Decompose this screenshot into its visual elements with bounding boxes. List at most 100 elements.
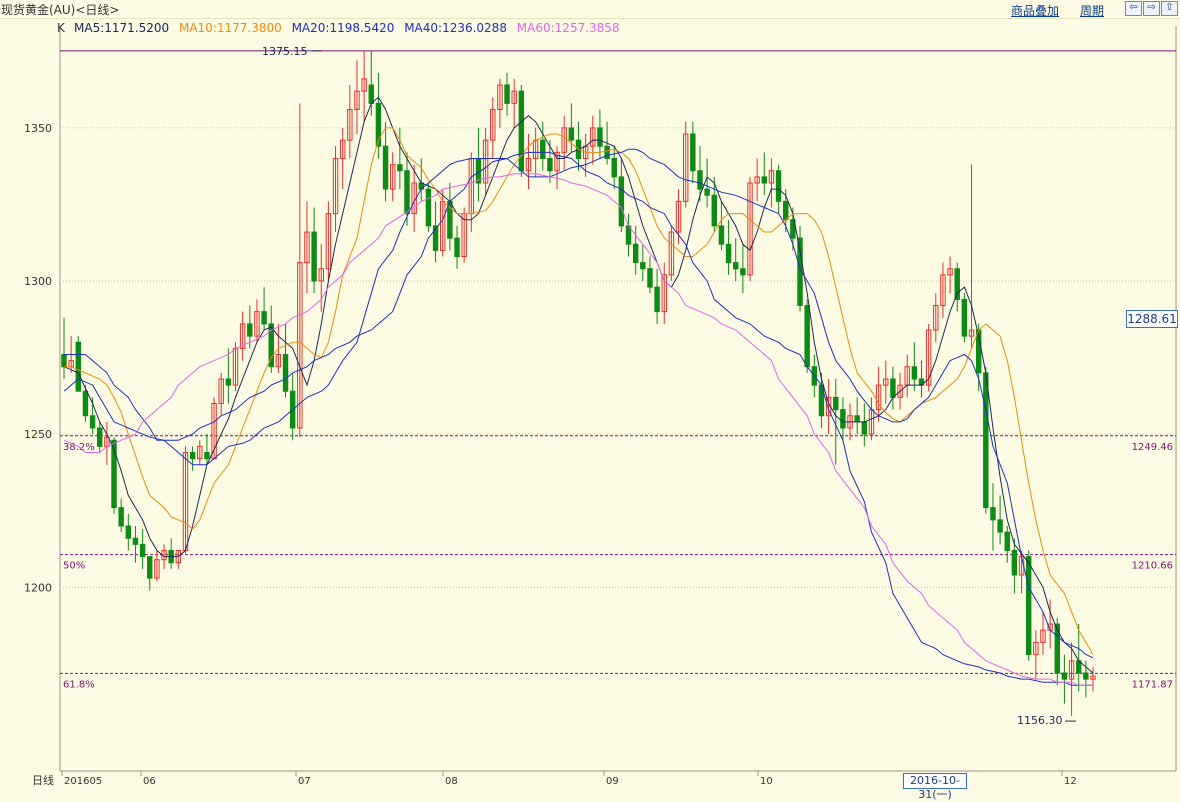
- candle-body: [490, 109, 496, 141]
- candle-body: [254, 311, 260, 337]
- candle-body: [118, 507, 124, 527]
- crosshair-price: 1288.61: [1126, 310, 1178, 328]
- fib-value-label: 1249.46: [1132, 442, 1173, 453]
- candle-body: [154, 559, 160, 579]
- x-axis-label: 日线: [32, 773, 54, 787]
- candle-body: [89, 415, 96, 429]
- candle-body: [883, 378, 889, 386]
- ma-legend: K MA5:1171.5200 MA10:1177.3800 MA20:1198…: [57, 21, 626, 35]
- period-link[interactable]: 周期: [1080, 4, 1105, 18]
- ma-line-ma10: [64, 127, 1094, 655]
- candle-body: [318, 268, 324, 282]
- candle-body: [497, 84, 503, 110]
- candle-body: [754, 176, 760, 184]
- candle-body: [690, 133, 696, 172]
- arrow-up-icon[interactable]: ⇧: [1161, 1, 1178, 16]
- ma20-label: MA20:1198.5420: [291, 21, 395, 35]
- candle-body: [775, 170, 782, 202]
- candle-body: [332, 158, 339, 215]
- y-tick-label: 1300: [24, 275, 52, 288]
- candle-body: [704, 188, 710, 196]
- candle-body: [382, 145, 389, 190]
- candle-body: [783, 200, 789, 221]
- candle-body: [1040, 629, 1046, 643]
- candle-body: [604, 145, 610, 159]
- candle-body: [668, 231, 675, 276]
- candle-body: [1061, 672, 1068, 680]
- candle-body: [804, 305, 810, 368]
- candle-body: [347, 109, 353, 141]
- candle-body: [711, 194, 717, 227]
- candle-body: [504, 84, 510, 104]
- candle-body: [189, 452, 196, 460]
- candle-body: [297, 262, 303, 429]
- arrow-right-icon[interactable]: ⇨: [1143, 1, 1160, 16]
- nav-buttons: ⇦ ⇨ ⇧: [1125, 1, 1178, 16]
- candle-body: [1004, 531, 1010, 551]
- candle-body: [611, 158, 617, 178]
- candle-body: [97, 427, 103, 447]
- candle-body: [725, 243, 732, 264]
- candle-body: [425, 188, 432, 227]
- candle-body: [968, 329, 975, 337]
- candle-body: [1068, 660, 1075, 680]
- candle-body: [790, 219, 796, 239]
- x-tick-label: 09: [606, 776, 619, 787]
- ma-line-ma40: [64, 151, 1093, 686]
- candle-body: [697, 170, 703, 190]
- ma10-label: MA10:1177.3800: [178, 21, 282, 35]
- overlay-link[interactable]: 商品叠加: [1011, 4, 1060, 18]
- candle-body: [111, 439, 117, 509]
- candle-body: [147, 556, 153, 579]
- candle-body: [661, 274, 667, 313]
- candle-body: [568, 127, 575, 141]
- candle-body: [197, 445, 203, 460]
- candle-body: [61, 354, 67, 368]
- x-tick-label: 201605: [64, 776, 102, 787]
- candle-body: [840, 409, 846, 429]
- candle-body: [647, 268, 653, 288]
- candle-body: [747, 182, 753, 276]
- candle-body: [268, 323, 274, 368]
- candle-body: [682, 133, 689, 202]
- candle-body: [1054, 623, 1060, 674]
- candle-body: [854, 415, 860, 423]
- candle-body: [1083, 672, 1089, 680]
- candle-body: [875, 384, 882, 411]
- candle-body: [518, 90, 525, 172]
- candle-body: [375, 102, 382, 147]
- candle-body: [997, 519, 1003, 533]
- x-tick-label: 12: [1064, 776, 1077, 787]
- low-annotation: 1156.30: [1017, 714, 1063, 727]
- fib-pct-label: 50%: [63, 561, 85, 572]
- candle-body: [454, 237, 460, 257]
- arrow-left-icon[interactable]: ⇦: [1125, 1, 1142, 16]
- ma40-label: MA40:1236.0288: [404, 21, 507, 35]
- ma-line-ma20: [63, 148, 1094, 659]
- candle-body: [247, 323, 253, 337]
- candle-body: [911, 366, 918, 380]
- candle-body: [482, 139, 489, 184]
- candle-body: [547, 158, 553, 172]
- candle-body: [511, 90, 517, 104]
- candle-body: [275, 354, 282, 368]
- candle-body: [139, 543, 146, 558]
- ma5-label: MA5:1171.5200: [74, 21, 170, 35]
- candle-body: [618, 176, 625, 227]
- candle-body: [282, 354, 289, 392]
- candle-body: [947, 268, 953, 276]
- candle-body: [554, 151, 560, 172]
- candle-body: [925, 329, 932, 386]
- ma60-label: MA60:1257.3858: [516, 21, 620, 35]
- candle-body: [983, 372, 989, 509]
- candle-body: [940, 274, 946, 306]
- high-annotation: 1375.15: [262, 45, 308, 58]
- x-tick-label: 06: [143, 776, 156, 787]
- x-tick-label: 10: [760, 776, 773, 787]
- candle-body: [740, 268, 746, 276]
- candle-body: [954, 268, 960, 300]
- fib-value-label: 1210.66: [1132, 561, 1173, 572]
- x-tick-label: 07: [298, 776, 311, 787]
- candle-body: [225, 378, 232, 386]
